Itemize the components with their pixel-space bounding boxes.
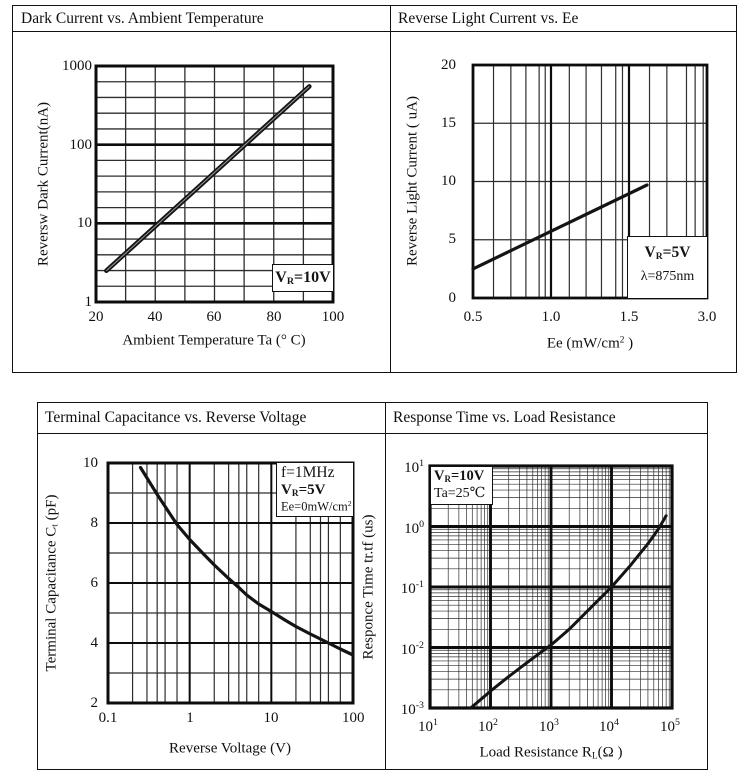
y-tick-label: 10 bbox=[77, 215, 92, 231]
y-axis-label: Responce Time tr.tf (us) bbox=[360, 514, 377, 660]
y-tick-label: 0 bbox=[448, 290, 457, 306]
y-tick-label: 10-3 bbox=[400, 700, 424, 719]
annotation-vr-10v: VR=10V bbox=[272, 264, 333, 292]
y-tick-label: 20 bbox=[441, 57, 456, 73]
x-tick-label: 102 bbox=[478, 717, 498, 736]
x-tick-label: 10 bbox=[263, 710, 279, 726]
x-axis-label: Ambient Temperature Ta (° C) bbox=[122, 332, 306, 349]
y-tick-label: 100 bbox=[404, 519, 424, 538]
y-axis-label: Reverse Light Current ( uA) bbox=[404, 96, 421, 266]
x-tick-label: 60 bbox=[206, 309, 222, 325]
y-tick-label: 1 bbox=[84, 294, 93, 310]
title-row: Dark Current vs. Ambient Temperature Rev… bbox=[13, 6, 736, 32]
y-tick-label: 10-2 bbox=[400, 640, 424, 659]
x-axis-label: Reverse Voltage (V) bbox=[169, 740, 291, 757]
y-tick-label: 8 bbox=[90, 515, 99, 531]
y-tick-label: 10 bbox=[441, 173, 456, 189]
x-tick-label: 1.0 bbox=[541, 309, 561, 325]
y-tick-label: 100 bbox=[69, 137, 93, 153]
x-tick-label: 0.5 bbox=[463, 309, 483, 325]
x-tick-label: 104 bbox=[599, 717, 619, 736]
x-tick-label: 3.0 bbox=[697, 309, 717, 325]
x-tick-label: 40 bbox=[147, 309, 163, 325]
x-tick-label: 101 bbox=[418, 717, 438, 736]
x-tick-label: 105 bbox=[660, 717, 680, 736]
y-tick-label: 15 bbox=[441, 115, 456, 131]
y-tick-label: 4 bbox=[90, 635, 99, 651]
x-tick-label: 0.1 bbox=[98, 710, 118, 726]
annotation-vr-5v-lambda: VR=5V λ=875nm bbox=[627, 236, 707, 298]
y-tick-label: 5 bbox=[448, 231, 457, 247]
y-tick-label: 10-1 bbox=[400, 579, 424, 598]
y-tick-label: 6 bbox=[90, 575, 99, 591]
panel-title-response-time: Response Time vs. Load Resistance bbox=[393, 409, 616, 426]
y-axis-label: Terminal Capacitance Ct (pF) bbox=[43, 494, 61, 672]
title-row: Terminal Capacitance vs. Reverse Voltage… bbox=[38, 403, 707, 434]
x-axis-label: Load Resistance RL(Ω ) bbox=[479, 744, 623, 762]
y-tick-label: 101 bbox=[404, 458, 424, 477]
y-axis-label: Reversw Dark Current(nA) bbox=[35, 101, 52, 267]
annotation-vr-ta: VR=10V Ta=25℃ bbox=[430, 466, 493, 505]
panel-title-dark-current: Dark Current vs. Ambient Temperature bbox=[21, 10, 264, 27]
x-tick-label-clipped: 100 bbox=[342, 710, 365, 726]
panel-title-terminal-capacitance: Terminal Capacitance vs. Reverse Voltage bbox=[45, 409, 307, 426]
y-tick-label: 10 bbox=[83, 455, 98, 471]
x-tick-label: 1 bbox=[186, 710, 194, 726]
annotation-f-vr-ee: f=1MHz VR=5V Ee=0mW/cm2 bbox=[276, 463, 353, 517]
x-tick-label: 20 bbox=[88, 309, 104, 325]
x-tick-label: 1.5 bbox=[619, 309, 639, 325]
y-tick-label: 2 bbox=[90, 695, 99, 711]
x-tick-label: 100 bbox=[321, 309, 345, 325]
x-axis-label: Ee (mW/cm2 ) bbox=[546, 335, 634, 352]
cell-divider bbox=[390, 6, 391, 372]
cell-divider bbox=[385, 403, 386, 769]
x-tick-label: 103 bbox=[539, 717, 559, 736]
panel-title-reverse-light-current: Reverse Light Current vs. Ee bbox=[398, 10, 579, 27]
y-tick-label: 1000 bbox=[62, 58, 92, 74]
x-tick-label: 80 bbox=[266, 309, 282, 325]
